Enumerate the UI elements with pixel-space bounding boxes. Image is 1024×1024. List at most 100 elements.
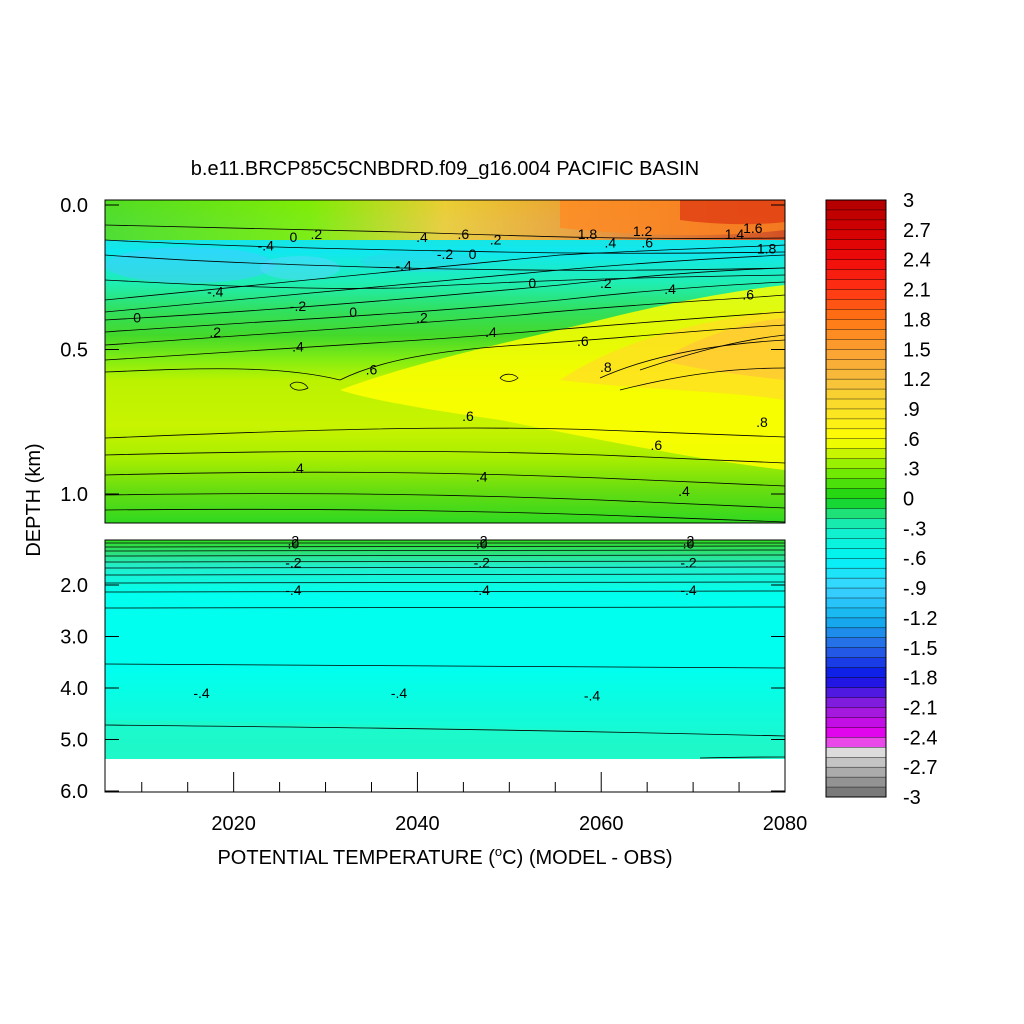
contour-label: .2 — [416, 310, 428, 326]
x-tick-label: 2020 — [211, 813, 256, 835]
contour-label: -.2 — [437, 246, 454, 262]
colorbar-band — [825, 508, 887, 519]
colorbar-label: -.3 — [903, 518, 926, 540]
contour-label: -.2 — [680, 554, 697, 570]
colorbar-label: .9 — [903, 399, 920, 421]
contour-label: -.4 — [285, 582, 302, 598]
contour-label: .4 — [678, 483, 690, 499]
colorbar-band — [825, 259, 887, 271]
contour-label: -.2 — [474, 554, 491, 570]
lower-panel-frame — [104, 539, 786, 793]
colorbar-band — [825, 518, 887, 529]
colorbar-band — [825, 359, 887, 370]
colorbar-band — [825, 239, 887, 251]
colorbar-band — [825, 717, 887, 728]
colorbar-band — [825, 697, 887, 708]
y-tick-label: 0.0 — [60, 195, 88, 217]
colorbar-band — [825, 617, 887, 629]
colorbar-label: .3 — [903, 459, 920, 481]
colorbar-band — [825, 737, 887, 748]
contour-label: .8 — [600, 359, 612, 375]
colorbar-band — [825, 418, 887, 430]
colorbar-band — [825, 309, 887, 320]
colorbar-band — [825, 627, 887, 639]
y-tick-label: 1.0 — [60, 484, 88, 506]
colorbar-frame — [825, 199, 887, 798]
colorbar-band — [825, 727, 887, 738]
colorbar-label: 1.8 — [903, 309, 931, 331]
colorbar-band — [825, 438, 887, 450]
contour-label: -.2 — [285, 554, 302, 570]
contour-label: -.4 — [258, 237, 275, 253]
contour-label: .0 — [476, 535, 488, 551]
colorbar-band — [825, 528, 887, 539]
colorbar-label: 3 — [903, 190, 914, 212]
colorbar-band — [825, 458, 887, 470]
contour-label: -.4 — [207, 284, 224, 300]
contour-label: -.4 — [391, 685, 408, 701]
y-tick-label: 4.0 — [60, 678, 88, 700]
contour-label: 1.2 — [633, 223, 653, 239]
colorbar-band — [825, 657, 887, 669]
upper-panel-fill — [105, 200, 785, 523]
contour-label: -.4 — [680, 582, 697, 598]
colorbar-label: -1.2 — [903, 608, 937, 630]
contour-label: .6 — [651, 437, 663, 453]
contour-label: .8 — [756, 414, 768, 430]
colorbar-band — [825, 548, 887, 559]
contour-label: -.4 — [395, 258, 412, 274]
contour-label: .6 — [577, 333, 589, 349]
colorbar-band — [825, 349, 887, 360]
colorbar-band — [825, 388, 887, 400]
colorbar-band — [825, 558, 887, 569]
contour-labels: 0.2-.4-.2 0.2.4.4.6.6.8.6.8.6.4.4.4-.40.2… — [133, 220, 776, 704]
lower-panel-fill — [105, 540, 785, 759]
contour-label: 0 — [469, 246, 477, 262]
colorbar-band — [825, 757, 887, 768]
colorbar-band — [825, 378, 887, 390]
axis-ticks — [105, 204, 786, 792]
colorbar-band — [825, 209, 887, 221]
contour-label: .4 — [292, 460, 304, 476]
colorbar-label: -1.8 — [903, 668, 937, 690]
colorbar-label: 2.4 — [903, 250, 931, 272]
colorbar-band — [825, 368, 887, 380]
contour-label: 0 — [289, 229, 297, 245]
colorbar-label: 1.5 — [903, 339, 931, 361]
colorbar-band — [825, 249, 887, 261]
x-tick-labels: 2020 2040 2060 2080 — [211, 813, 807, 835]
colorbar-band — [825, 498, 887, 509]
contour-label: .4 — [605, 235, 617, 251]
colorbar-label: -3 — [903, 787, 921, 809]
x-tick-label: 2080 — [763, 813, 808, 835]
colorbar-band — [825, 567, 887, 579]
contour-label: .0 — [683, 535, 695, 551]
contour-label: .0 — [288, 535, 300, 551]
colorbar-band — [825, 398, 887, 410]
colorbar-band — [825, 289, 887, 300]
contour-label: .2 — [288, 533, 300, 549]
contour-label: 1.8 — [578, 226, 598, 242]
colorbar-label: 2.1 — [903, 280, 931, 302]
colorbar-label: -.6 — [903, 548, 926, 570]
y-tick-label: 5.0 — [60, 730, 88, 752]
contour-label: 0 — [133, 310, 141, 326]
contour-label: .2 — [209, 324, 221, 340]
colorbar-band — [825, 538, 887, 549]
colorbar-band — [825, 448, 887, 460]
contour-label: .4 — [292, 339, 304, 355]
contour-label: 1.8 — [757, 240, 777, 256]
contour-label: 0 — [349, 304, 357, 320]
colorbar-labels: 3 2.7 2.4 2.1 1.8 1.5 1.2 .9 .6 .3 0 -.3 -.6 -.9 -1.2 -… — [903, 190, 937, 809]
colorbar-band — [825, 219, 887, 231]
contour-label: .6 — [641, 235, 653, 251]
contour-label: .4 — [485, 324, 497, 340]
colorbar-band — [825, 478, 887, 490]
colorbar-band — [825, 667, 887, 679]
colorbar-label: -2.4 — [903, 727, 937, 749]
colorbar-label: 1.2 — [903, 369, 931, 391]
y-tick-label: 6.0 — [60, 781, 88, 803]
x-tick-label: 2040 — [395, 813, 440, 835]
contour-label: .4 — [416, 229, 428, 245]
